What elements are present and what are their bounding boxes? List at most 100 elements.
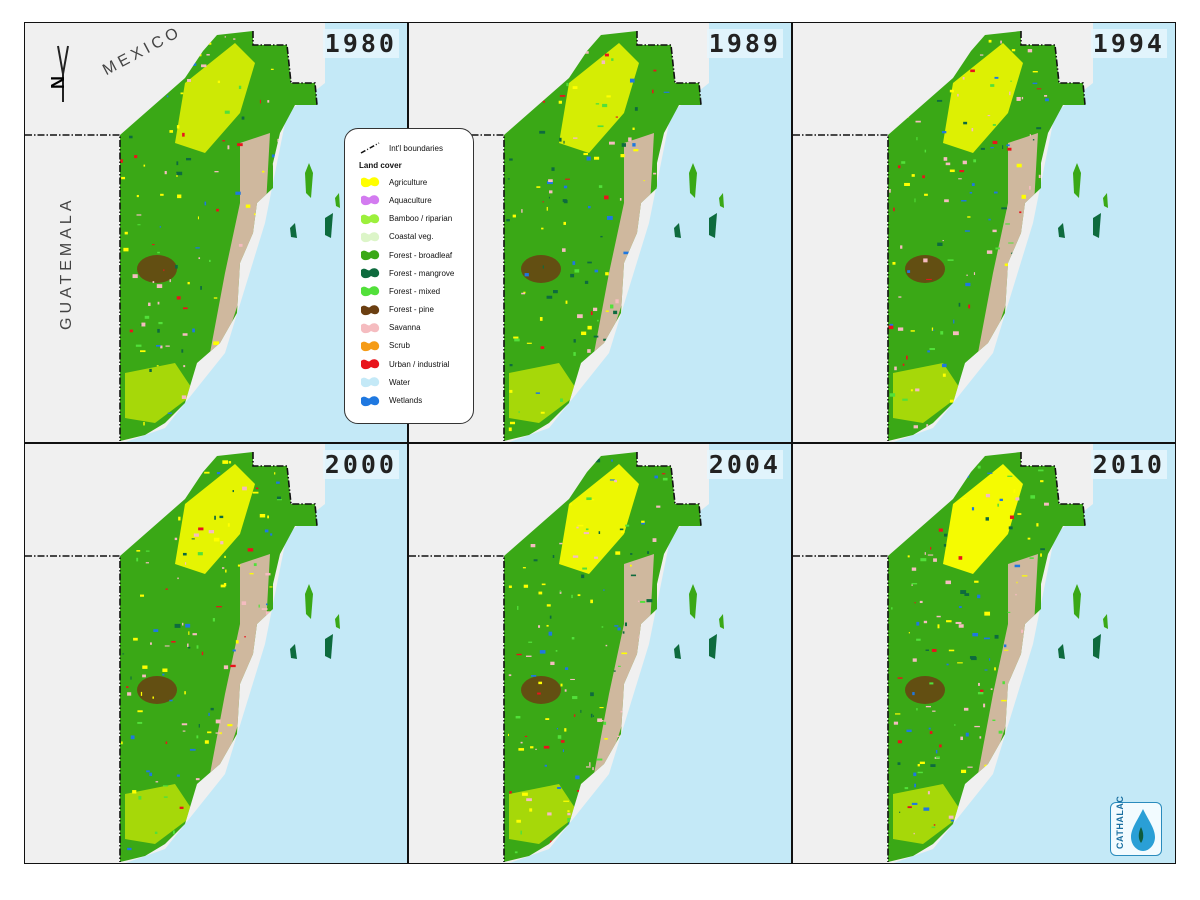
land-cover-patch (548, 179, 553, 183)
land-cover-patch (1007, 475, 1013, 477)
land-cover-patch (259, 99, 261, 104)
land-cover-patch (196, 645, 199, 649)
land-cover-patch (618, 665, 621, 667)
land-cover-patch (155, 781, 159, 783)
land-cover-patch (198, 527, 204, 531)
land-cover-patch (159, 226, 162, 228)
land-cover-patch (1029, 557, 1034, 559)
legend-swatch-icon (361, 250, 380, 261)
land-cover-patch (567, 810, 570, 813)
land-cover-patch (506, 219, 510, 222)
land-cover-patch (961, 200, 967, 202)
land-cover-patch (565, 178, 570, 180)
land-cover-patch (1009, 515, 1014, 519)
land-cover-patch (137, 721, 143, 724)
land-cover-patch (911, 174, 915, 177)
land-cover-patch (509, 389, 513, 393)
land-cover-patch (530, 543, 536, 548)
land-cover-patch (192, 633, 197, 636)
land-cover-patch (926, 424, 929, 428)
land-cover-patch (967, 216, 971, 218)
caye-island (674, 223, 681, 238)
land-cover-patch (994, 667, 996, 671)
savanna-area (594, 554, 654, 774)
land-cover-patch (971, 507, 975, 511)
land-cover-patch (910, 389, 913, 392)
land-cover-patch (1001, 699, 1007, 702)
land-cover-patch (926, 278, 932, 280)
land-cover-patch (276, 481, 280, 484)
land-cover-patch (573, 714, 576, 717)
land-cover-patch (541, 583, 546, 586)
land-cover-patch (892, 261, 896, 265)
land-cover-patch (550, 661, 555, 666)
land-cover-patch (572, 86, 578, 90)
land-cover-patch (999, 498, 1003, 502)
land-cover-patch (571, 594, 573, 599)
land-cover-patch (625, 524, 630, 527)
land-cover-patch (605, 272, 609, 276)
land-cover-patch (606, 95, 611, 98)
land-cover-patch (978, 682, 980, 686)
land-cover-patch (184, 562, 187, 565)
land-cover-patch (902, 363, 905, 366)
land-cover-patch (900, 245, 903, 249)
belize-land (120, 31, 317, 441)
land-cover-patch (181, 723, 188, 726)
legend-boundaries-row: Int'l boundaries (359, 139, 473, 157)
legend-item: Wetlands (359, 391, 473, 409)
land-cover-patch (523, 584, 529, 588)
land-cover-patch (933, 824, 936, 826)
land-cover-patch (914, 602, 916, 604)
land-cover-patch (252, 491, 259, 494)
land-cover-patch (141, 322, 146, 327)
land-cover-patch (924, 552, 926, 555)
land-cover-patch (576, 526, 579, 529)
land-cover-patch (952, 331, 959, 336)
land-cover-patch (611, 459, 613, 462)
legend-swatch-icon (361, 195, 380, 206)
land-cover-patch (629, 78, 635, 83)
land-cover-patch (232, 490, 234, 493)
legend-item-label: Agriculture (389, 177, 428, 187)
legend-item: Forest - pine (359, 301, 473, 319)
land-cover-patch (594, 269, 599, 273)
land-cover-patch (917, 771, 923, 774)
land-cover-patch (157, 251, 160, 254)
land-cover-patch (973, 272, 976, 275)
panel-year-label: 2010 (1090, 450, 1167, 479)
legend-swatch-icon (361, 304, 380, 315)
land-cover-patch (643, 180, 645, 182)
legend-item: Urban / industrial (359, 355, 473, 373)
land-cover-patch (661, 473, 666, 475)
land-cover-patch (925, 649, 929, 651)
land-cover-map (793, 444, 1175, 863)
land-cover-patch (907, 806, 912, 809)
land-cover-patch (615, 551, 621, 555)
land-cover-patches (120, 33, 284, 432)
land-cover-patch (969, 656, 976, 659)
land-cover-patch (129, 329, 133, 333)
land-cover-patch (227, 523, 230, 527)
land-cover-patch (963, 121, 968, 125)
land-cover-patches (888, 35, 1054, 434)
land-cover-patch (142, 674, 146, 678)
caye-island (689, 163, 697, 198)
land-cover-patch (269, 586, 273, 588)
land-cover-patch (270, 68, 274, 70)
land-cover-patch (537, 692, 541, 695)
land-cover-patch (943, 544, 947, 547)
land-cover-patch (889, 393, 896, 397)
land-cover-patch (621, 143, 626, 147)
sea-area (893, 23, 1175, 442)
land-cover-patch (968, 304, 971, 309)
land-cover-patches (121, 454, 285, 853)
land-cover-patch (179, 806, 184, 809)
land-cover-patch (590, 499, 595, 501)
land-cover-patch (553, 290, 558, 294)
land-cover-patch (152, 244, 155, 246)
land-cover-patch (176, 171, 183, 176)
map-panel-2004: 2004 (408, 443, 792, 864)
land-cover-patch (950, 819, 957, 822)
land-cover-patch (992, 140, 998, 145)
